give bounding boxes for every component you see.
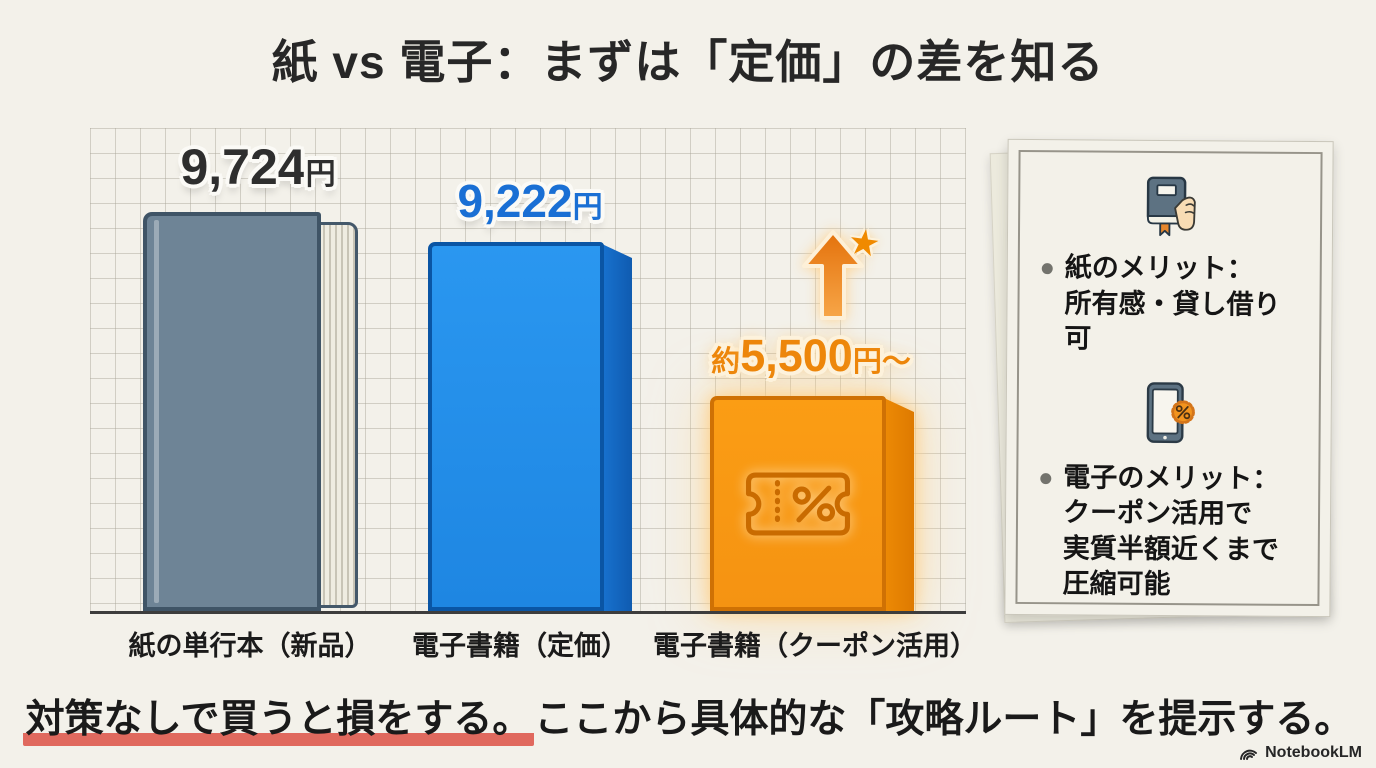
- paper-price-unit: 円: [305, 158, 336, 191]
- category-paper: 紙の単行本（新品）: [128, 631, 372, 661]
- ebook-bar-side: [602, 244, 632, 611]
- ebook-bar: [428, 242, 604, 611]
- coupon-bar: [710, 396, 886, 611]
- notebooklm-logo-icon: [1240, 749, 1258, 760]
- x-axis-line: [90, 611, 966, 614]
- coupon-price-amount: 5,500: [740, 330, 853, 381]
- paper-merit-line2: 所有感・貸し借り可: [1064, 287, 1281, 354]
- paper-book-pages: [316, 222, 358, 608]
- brand-watermark: NotebookLM: [1239, 744, 1362, 762]
- paper-merit-bullet: 紙のメリット： 所有感・貸し借り可: [1039, 250, 1300, 359]
- footer-highlighted-text: 対策なしで買うと損をする。: [22, 698, 535, 746]
- brand-name: NotebookLM: [1265, 744, 1362, 761]
- ebook-merit-line1: 電子のメリット：: [1063, 461, 1280, 494]
- book-spine-highlight: [154, 220, 159, 603]
- coupon-price-label: 約5,500円〜: [668, 330, 954, 382]
- coupon-price-unit: 円〜: [852, 346, 911, 378]
- merits-card-inner: 紙のメリット： 所有感・貸し借り可: [1015, 149, 1323, 607]
- star-icon: ★: [845, 219, 884, 266]
- footer-statement: 対策なしで買うと損をする。ここから具体的な「攻略ルート」を提示する。: [0, 688, 1376, 746]
- coupon-ticket-icon: [745, 471, 851, 535]
- book-in-hand-icon: [1146, 176, 1196, 237]
- ebook-merit-line4: 圧縮可能: [1062, 568, 1171, 600]
- paper-price-label: 9,724円: [108, 138, 408, 196]
- paper-book-bar: [143, 212, 321, 611]
- ebook-price-unit: 円: [572, 191, 603, 224]
- merits-card-zone: 紙のメリット： 所有感・貸し借り可: [989, 138, 1334, 624]
- coupon-price-prefix: 約: [711, 346, 741, 378]
- ebook-price-label: 9,222円: [412, 174, 648, 228]
- price-up-arrow-icon: [758, 228, 908, 324]
- paper-merit-line1: 紙のメリット：: [1064, 252, 1254, 284]
- category-labels: 紙の単行本（新品） 電子書籍（定価） 電子書籍（クーポン活用）: [90, 624, 978, 661]
- ebook-merit-bullet: 電子のメリット： クーポン活用で 実質半額近くまで 圧縮可能: [1037, 460, 1298, 604]
- ebook-merit-line3: 実質半額近くまで: [1062, 533, 1279, 565]
- bullet-dot: [1040, 472, 1052, 484]
- footer-rest-text: ここから具体的な「攻略ルート」を提示する。: [534, 698, 1354, 741]
- ebook-merit-line2: クーポン活用で: [1062, 497, 1253, 529]
- price-bar-chart: ★ 9,724円 9,222円 約5,500円〜: [90, 128, 966, 614]
- merits-card: 紙のメリット： 所有感・貸し借り可: [1004, 138, 1334, 618]
- coupon-bar-side: [884, 398, 914, 611]
- category-coupon: 電子書籍（クーポン活用）: [653, 631, 977, 661]
- page-title: 紙 vs 電子：まずは「定価」の差を知る: [271, 36, 1105, 88]
- paper-price-amount: 9,724: [180, 139, 306, 195]
- ebook-price-amount: 9,222: [457, 175, 573, 227]
- bullet-dot: [1041, 263, 1053, 275]
- category-ebook: 電子書籍（定価）: [412, 631, 628, 661]
- coupon-bar-group: [710, 396, 916, 611]
- tablet-discount-icon: [1146, 382, 1195, 443]
